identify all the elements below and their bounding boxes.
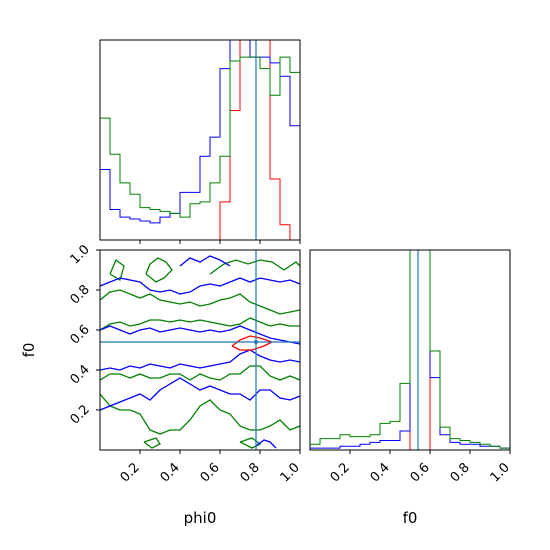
contour-blue-11 [100, 325, 300, 345]
joint-xtick-label: 0.2 [118, 460, 143, 485]
f0-hist-blue-step [310, 250, 510, 450]
contour-green-8 [239, 437, 262, 449]
contour-blue-12 [100, 277, 300, 295]
joint-xtick-label: 0.6 [198, 460, 223, 485]
contour-green-4 [109, 258, 125, 281]
joint-xtick-label: 0.4 [158, 460, 183, 485]
contour-green-3 [100, 289, 300, 315]
phi0-hist-red-step [100, 40, 300, 240]
contour-green-5 [145, 257, 173, 283]
joint-ytick-label: 0.8 [68, 282, 93, 307]
f0-hist-green-step [310, 250, 510, 450]
phi0-hist-green-step [100, 56, 300, 240]
phi0-histogram-panel [99, 39, 301, 244]
y-axis-label-f0: f0 [20, 343, 38, 358]
f0-hist-series [310, 250, 510, 450]
contour-blue-10 [100, 349, 300, 371]
joint-contours [100, 250, 300, 450]
contour-blue-13 [179, 255, 231, 267]
contour-red-15 [231, 335, 274, 351]
phi0-hist-blue-step [100, 40, 300, 240]
f0-hist-xtick-label: 0.4 [368, 460, 393, 485]
joint-xtick-label: 1.0 [278, 460, 303, 485]
joint-ytick-label: 0.2 [68, 402, 93, 427]
f0-hist-xtick-label: 0.2 [328, 460, 353, 485]
contour-blue-14 [255, 439, 277, 449]
contour-green-1 [100, 365, 300, 381]
contour-green-0 [100, 393, 300, 435]
x-axis-label-phi0: phi0 [184, 509, 217, 527]
f0-hist-xtick-label: 0.8 [448, 460, 473, 485]
phi0-hist-frame [99, 39, 301, 241]
f0-histogram-panel: 0.2 0.4 0.6 0.8 1.0 [309, 249, 513, 485]
x-axis-label-f0: f0 [403, 509, 418, 527]
f0-hist-xtick-label: 1.0 [488, 460, 513, 485]
contour-green-6 [209, 259, 300, 275]
joint-frame [99, 249, 301, 451]
f0-hist-xtick-label: 0.6 [408, 460, 433, 485]
joint-xtick-label: 0.8 [238, 460, 263, 485]
f0-hist-frame [309, 249, 511, 451]
contour-green-7 [143, 437, 161, 449]
phi0-hist-series [100, 40, 300, 240]
contour-green-2 [100, 317, 300, 331]
joint-truth-marker [254, 340, 258, 344]
joint-ytick-label: 0.6 [68, 322, 93, 347]
joint-ytick-label: 1.0 [68, 242, 93, 267]
contour-blue-9 [100, 377, 300, 411]
joint-contour-panel: 0.2 0.4 0.6 0.8 1.0 0.2 0.4 0.6 0.8 1.0 [68, 242, 303, 485]
joint-ytick-label: 0.4 [68, 362, 93, 387]
